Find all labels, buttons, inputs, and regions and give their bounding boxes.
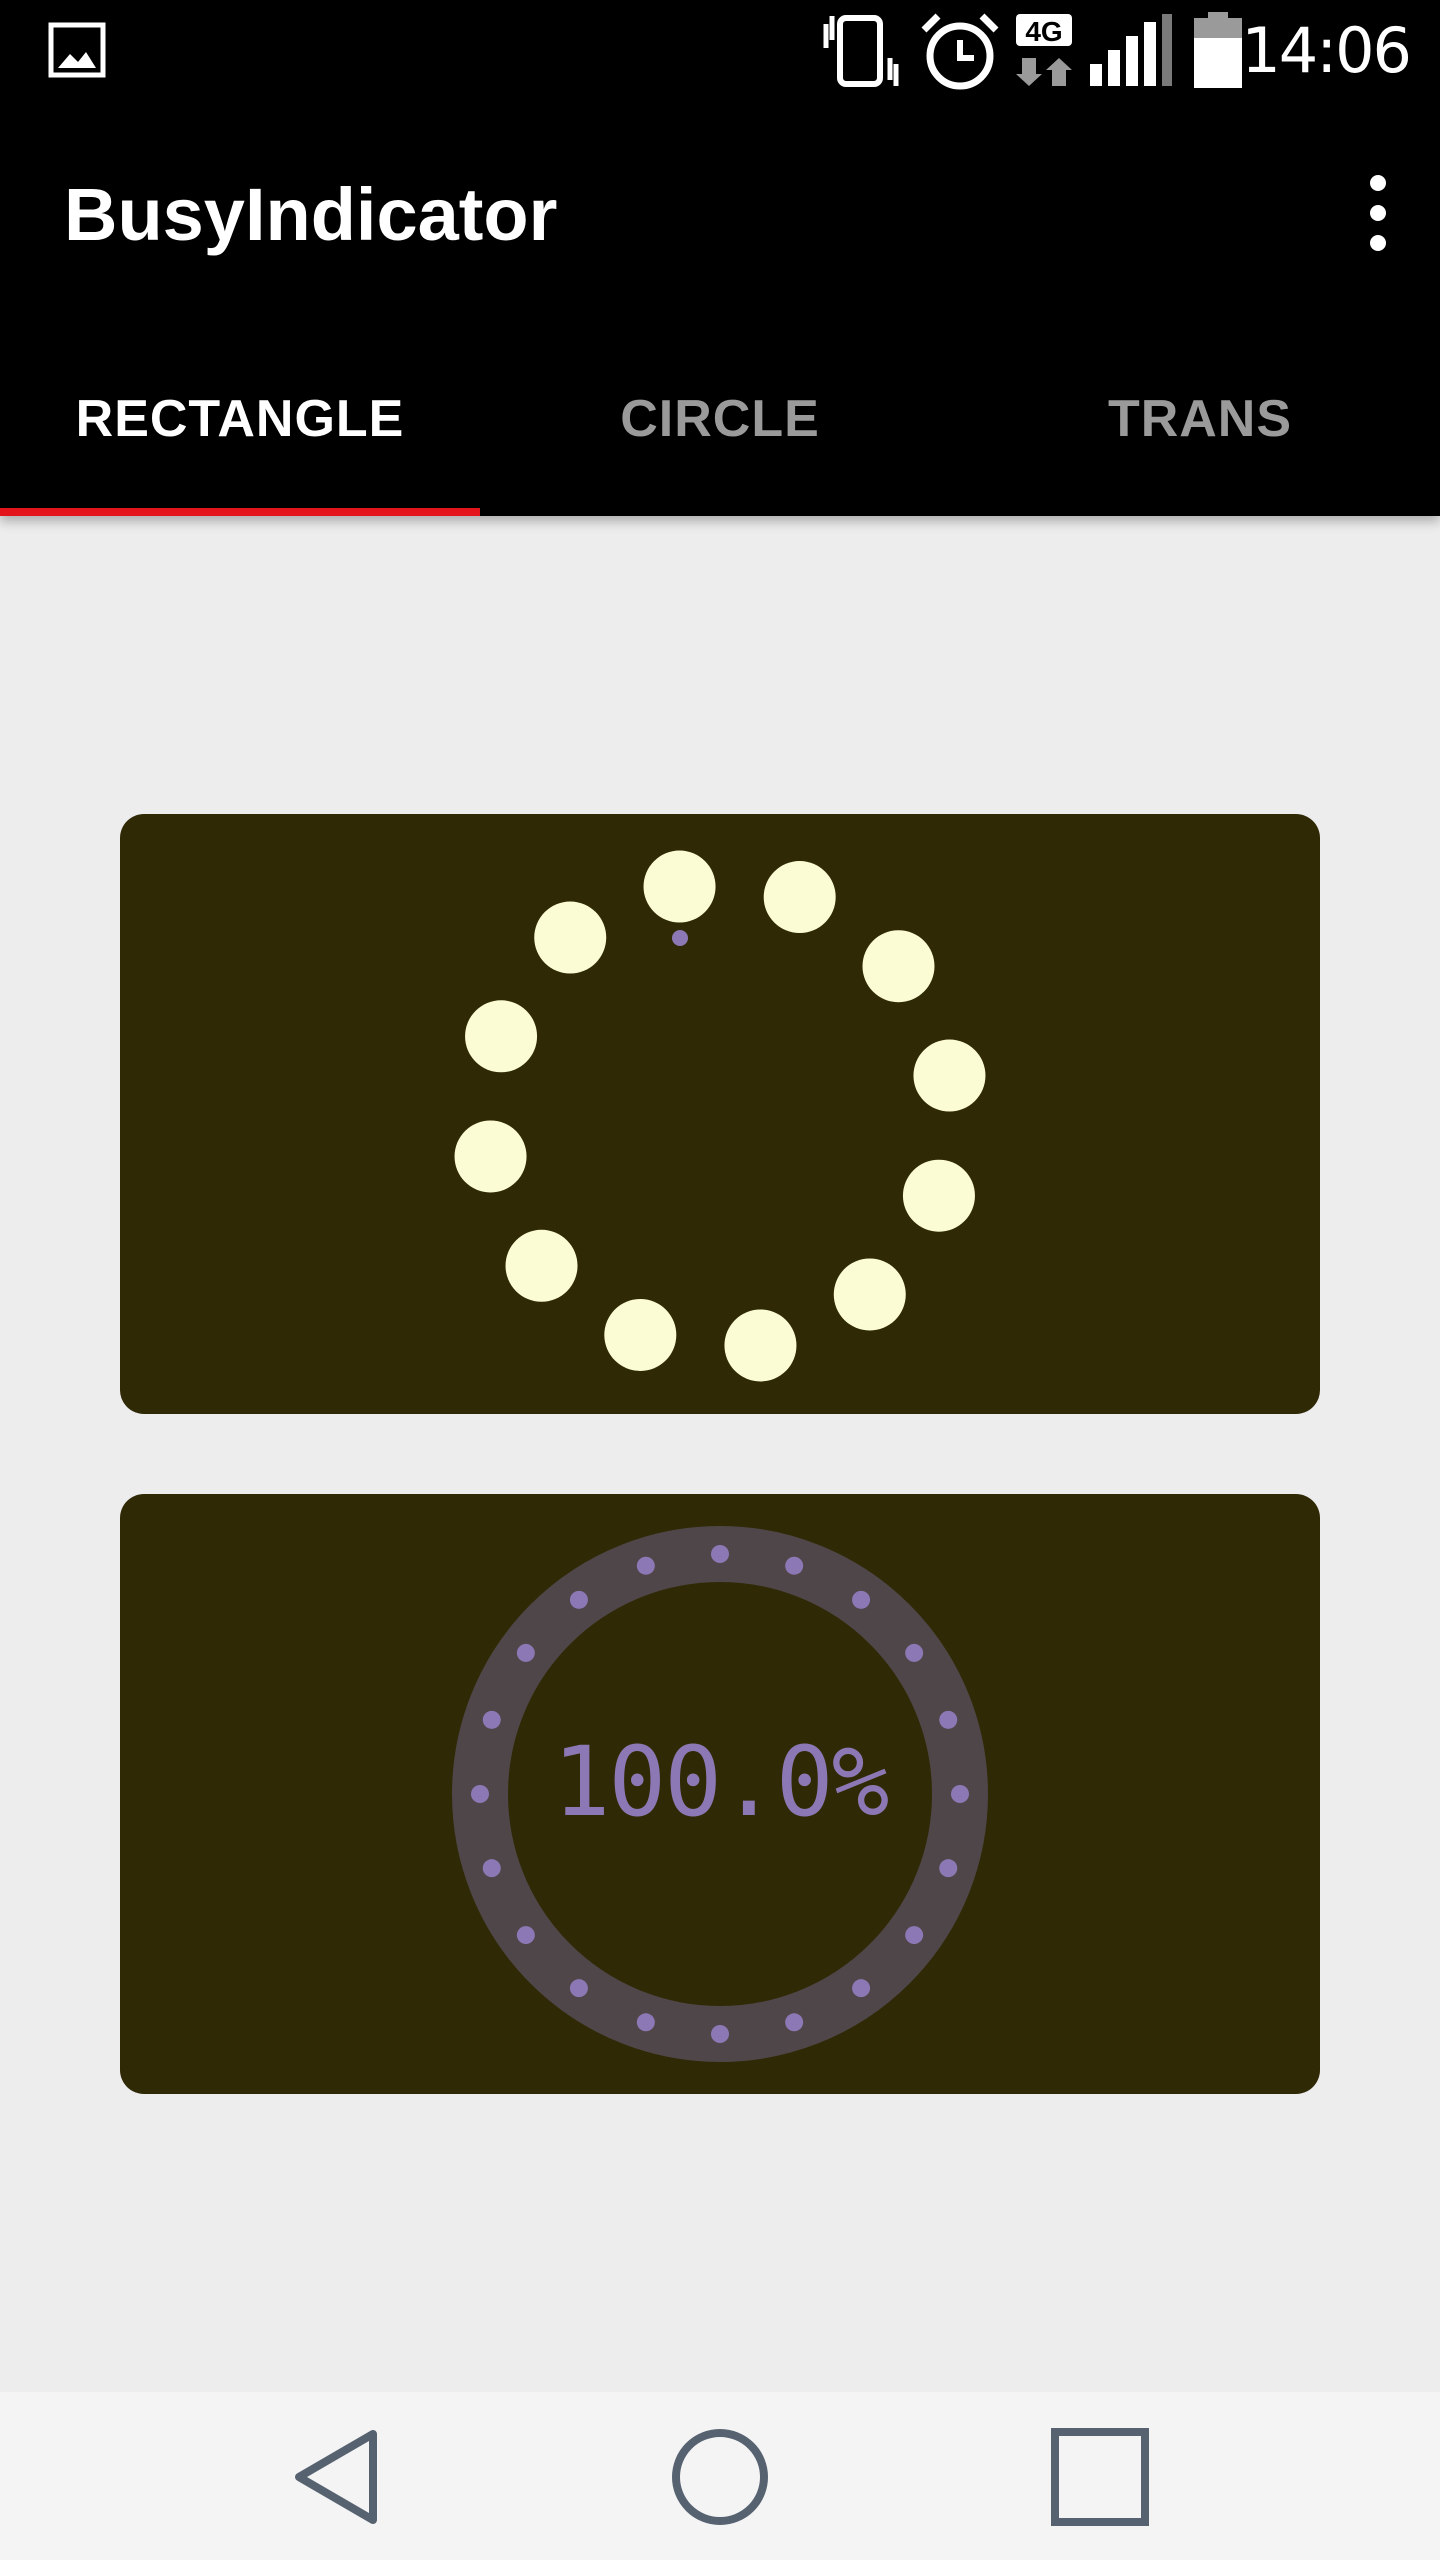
more-vert-icon[interactable]	[1338, 158, 1418, 268]
progress-ring-indicator	[452, 1526, 988, 2062]
progress-dot	[852, 1590, 871, 1609]
progress-dot	[516, 1926, 535, 1945]
progress-dot	[482, 1710, 501, 1729]
tab-rectangle[interactable]: RECTANGLE	[0, 330, 480, 516]
busy-dot	[902, 1159, 975, 1232]
busy-dot	[505, 1229, 578, 1302]
network-label: 4G	[1025, 16, 1062, 47]
recents-icon[interactable]	[1045, 2422, 1155, 2532]
progress-dot	[951, 1785, 969, 1803]
progress-dot	[711, 1545, 729, 1563]
busy-dot	[763, 861, 836, 934]
progress-dot	[939, 1859, 958, 1878]
progress-dot	[785, 2013, 804, 2032]
progress-dot	[636, 1556, 655, 1575]
tab-trans[interactable]: TRANS	[1107, 390, 1293, 448]
battery-icon	[1192, 12, 1244, 88]
app-bar: BusyIndicator	[0, 102, 1440, 330]
progress-dot	[939, 1710, 958, 1729]
vibrate-icon	[820, 14, 902, 88]
status-bar: 4G 14:06	[0, 0, 1440, 102]
alarm-icon	[918, 12, 1002, 92]
back-icon[interactable]	[285, 2422, 395, 2532]
progress-dot	[471, 1785, 489, 1803]
progress-dot	[482, 1859, 501, 1878]
home-icon[interactable]	[665, 2422, 775, 2532]
busy-dot	[465, 1000, 538, 1073]
dots-ring-indicator	[454, 850, 986, 1382]
progress-dot	[569, 1590, 588, 1609]
busy-dot	[724, 1309, 797, 1382]
busy-dot	[534, 901, 607, 974]
progress-dot	[636, 2013, 655, 2032]
progress-dot	[785, 1556, 804, 1575]
busy-lead-dot	[672, 930, 688, 946]
navigation-bar	[0, 2392, 1440, 2560]
menu-dot	[1370, 205, 1386, 221]
clock-time: 14:06	[1241, 14, 1412, 87]
busy-dot	[862, 930, 935, 1003]
busy-indicator-card-1	[120, 814, 1320, 1414]
tab-circle[interactable]: CIRCLE	[620, 390, 820, 448]
progress-dot	[711, 2025, 729, 2043]
busy-dot	[913, 1039, 986, 1112]
image-icon	[48, 22, 106, 78]
progress-dot	[852, 1979, 871, 1998]
progress-dot	[569, 1979, 588, 1998]
menu-dot	[1370, 235, 1386, 251]
busy-dot	[454, 1120, 527, 1193]
progress-dot	[905, 1643, 924, 1662]
progress-percent-label: 100.0%	[552, 1726, 890, 1838]
busy-dot	[643, 850, 716, 923]
menu-dot	[1370, 175, 1386, 191]
progress-dot	[516, 1643, 535, 1662]
busy-dot	[833, 1258, 906, 1331]
data-arrows-icon: 4G	[1014, 14, 1074, 86]
tab-bar: RECTANGLE CIRCLE TRANS	[0, 330, 1440, 516]
busy-dot	[604, 1298, 677, 1371]
app-title: BusyIndicator	[64, 173, 558, 256]
progress-dot	[905, 1926, 924, 1945]
signal-icon	[1088, 14, 1174, 86]
busy-indicator-card-2: 100.0%	[120, 1494, 1320, 2094]
